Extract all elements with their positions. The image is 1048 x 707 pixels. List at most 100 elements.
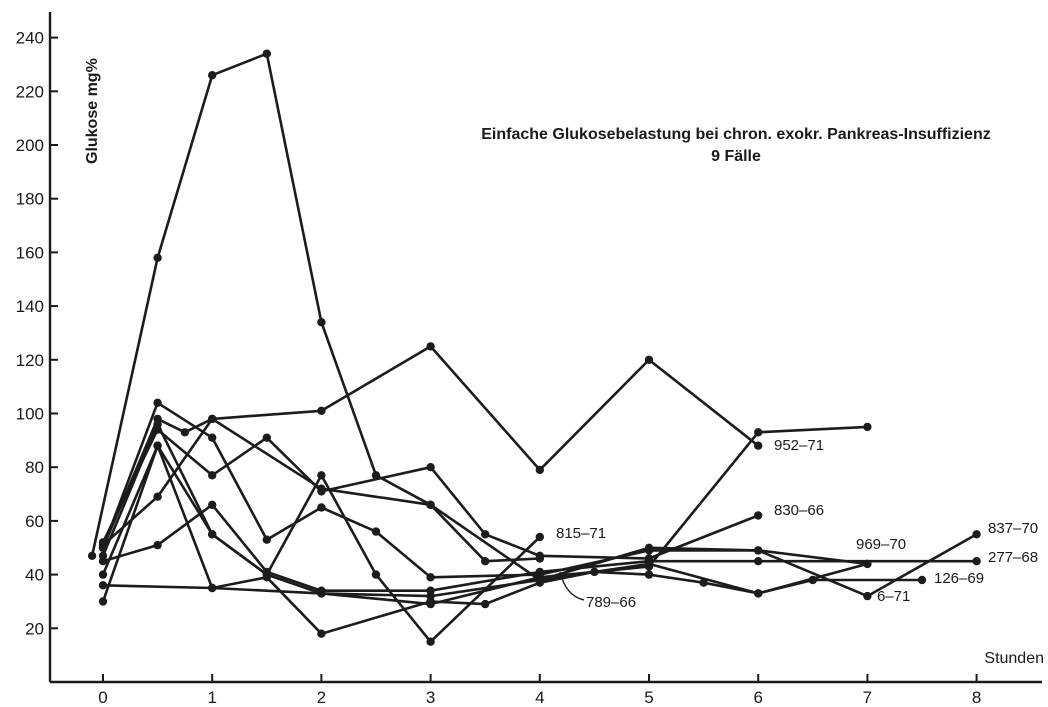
- data-point: [262, 535, 271, 544]
- series-line-8: [101, 444, 924, 636]
- data-point: [426, 500, 435, 509]
- data-point: [481, 530, 490, 539]
- data-point: [98, 597, 108, 606]
- data-point: [262, 433, 271, 442]
- chart-title: Einfache Glukosebelastung bei chron. exo…: [481, 126, 990, 143]
- series-label-837-70: 837–70: [988, 520, 1038, 537]
- data-point: [371, 471, 381, 480]
- series-label-969-70: 969–70: [856, 536, 906, 553]
- y-tick-label: 60: [25, 512, 44, 531]
- data-point: [208, 433, 217, 442]
- data-point: [644, 559, 654, 569]
- x-tick-label: 0: [98, 688, 107, 707]
- data-point: [481, 599, 490, 609]
- data-point: [972, 530, 981, 539]
- data-point: [426, 637, 435, 646]
- x-tick-label: 4: [535, 688, 544, 707]
- data-point: [208, 471, 217, 480]
- data-point: [426, 591, 435, 601]
- data-point: [153, 253, 162, 262]
- series-line-4: [101, 428, 760, 560]
- y-tick-label: 240: [16, 29, 44, 48]
- data-point: [317, 589, 326, 598]
- data-point: [153, 492, 162, 501]
- data-point: [87, 551, 97, 560]
- series-layer: [87, 49, 981, 646]
- y-tick-label: 140: [16, 297, 44, 316]
- data-point: [754, 428, 763, 437]
- data-point: [535, 551, 544, 560]
- data-point: [371, 527, 381, 536]
- data-point: [644, 355, 654, 364]
- series-line-5: [101, 422, 542, 644]
- data-point: [481, 557, 490, 566]
- data-point: [153, 398, 162, 407]
- x-tick-label: 3: [426, 688, 435, 707]
- series-label-789-66: 789–66: [586, 594, 636, 611]
- data-point: [208, 583, 217, 593]
- data-point: [863, 591, 872, 601]
- data-point: [699, 578, 708, 587]
- y-tick-label: 180: [16, 190, 44, 209]
- ticks: 0 1 2 3 4 5 6 7 8 20 40 60 80 100 120 140 160 180 200 220 24…: [16, 29, 982, 707]
- data-point: [371, 570, 381, 579]
- data-point: [863, 559, 872, 569]
- data-point: [754, 546, 763, 555]
- data-point: [644, 543, 654, 552]
- data-point: [917, 575, 927, 585]
- data-point: [754, 589, 763, 598]
- data-point: [153, 420, 162, 429]
- data-point: [98, 540, 108, 550]
- series-label-277-68: 277–68: [988, 549, 1038, 566]
- data-point: [426, 342, 435, 351]
- series-label-815-71: 815–71: [556, 525, 606, 542]
- series-line-7: [101, 503, 978, 593]
- y-tick-label: 160: [16, 243, 44, 262]
- data-point: [317, 629, 326, 638]
- data-point: [863, 422, 872, 432]
- data-point: [317, 318, 326, 327]
- data-point: [535, 532, 544, 542]
- data-point: [262, 570, 271, 579]
- data-point: [208, 500, 217, 509]
- data-point: [180, 428, 190, 437]
- y-axis-label: Glukose mg%: [84, 58, 101, 164]
- data-point: [208, 530, 217, 539]
- y-tick-label: 80: [25, 458, 44, 477]
- series-line-6: [101, 417, 869, 582]
- data-point: [98, 581, 108, 590]
- series-label-6-71: 6–71: [877, 588, 910, 605]
- y-tick-label: 20: [25, 619, 44, 638]
- data-point: [208, 71, 217, 80]
- y-tick-label: 120: [16, 351, 44, 370]
- data-point: [754, 511, 763, 520]
- data-point: [317, 484, 326, 493]
- y-tick-label: 220: [16, 82, 44, 101]
- data-point: [153, 441, 162, 450]
- series-line-9: [101, 425, 869, 606]
- x-tick-label: 8: [972, 688, 981, 707]
- y-tick-label: 200: [16, 136, 44, 155]
- data-point: [535, 575, 544, 585]
- data-point: [262, 49, 271, 58]
- x-tick-label: 5: [644, 688, 653, 707]
- data-point: [317, 471, 326, 480]
- x-tick-label: 2: [317, 688, 326, 707]
- series-labels: 952–71 830–66 815–71 837–70 969–70 277–6…: [556, 437, 1038, 611]
- y-tick-label: 40: [25, 566, 44, 585]
- x-axis-label: Stunden: [984, 650, 1044, 667]
- series-label-126-69: 126–69: [934, 570, 984, 587]
- series-line-10: [101, 562, 869, 598]
- data-point: [98, 557, 108, 566]
- label-leader-789-66: [559, 571, 585, 601]
- data-point: [153, 540, 162, 550]
- data-point: [317, 503, 326, 512]
- data-point: [208, 414, 217, 424]
- data-point: [317, 406, 326, 415]
- x-tick-label: 7: [863, 688, 872, 707]
- x-tick-label: 1: [207, 688, 216, 707]
- y-tick-label: 100: [16, 405, 44, 424]
- data-point: [426, 573, 435, 582]
- axes: [48, 12, 1042, 684]
